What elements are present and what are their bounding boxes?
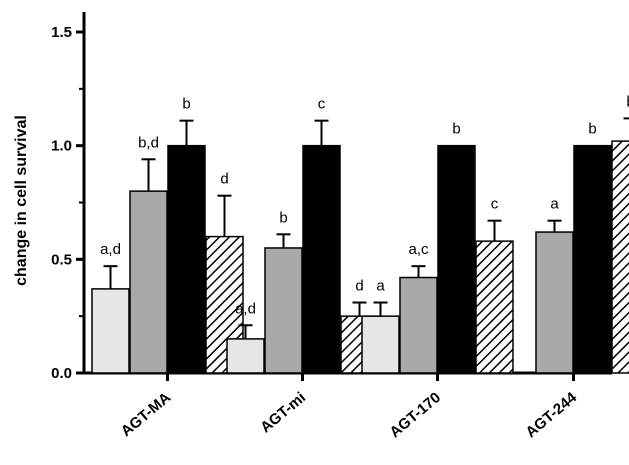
bar xyxy=(226,338,265,374)
significance-label: a,d xyxy=(235,300,256,317)
significance-label: b,d xyxy=(138,134,159,151)
significance-label: d xyxy=(355,278,363,295)
significance-label: a,c xyxy=(408,241,429,258)
bar xyxy=(475,240,514,374)
bar xyxy=(399,276,438,374)
bar xyxy=(167,144,206,374)
significance-label: b xyxy=(279,209,287,226)
x-axis: AGT-MA AGT-mi AGT-170 AGT-244 xyxy=(83,371,612,442)
bar xyxy=(437,144,476,374)
significance-label: b xyxy=(182,96,190,113)
significance-label: b xyxy=(452,121,460,138)
bar xyxy=(264,247,303,374)
significance-label: b xyxy=(588,121,596,138)
bar xyxy=(91,288,130,374)
significance-label: a,d xyxy=(100,241,121,258)
y-tick-label: 1.0 xyxy=(51,138,72,155)
bars-group xyxy=(91,117,629,374)
y-tick-label: 0.5 xyxy=(51,251,72,268)
significance-label: d xyxy=(220,171,228,188)
x-tick-label: AGT-MA xyxy=(118,389,174,440)
bar xyxy=(361,315,400,374)
y-axis: 0.0 0.5 1.0 1.5 xyxy=(51,12,86,382)
y-tick-label: 0.0 xyxy=(51,365,72,382)
bar xyxy=(302,144,341,374)
x-tick-label: AGT-mi xyxy=(257,389,309,436)
bar xyxy=(611,140,629,374)
significance-label: c xyxy=(491,196,499,213)
x-tick-label: AGT-170 xyxy=(387,389,445,441)
bar xyxy=(129,190,168,374)
significance-label: a xyxy=(376,278,385,295)
y-tick-label: 1.5 xyxy=(51,24,72,41)
bar xyxy=(535,231,574,374)
y-axis-label: change in cell survival xyxy=(13,115,30,286)
significance-label: b xyxy=(626,93,629,110)
bar xyxy=(573,144,612,374)
x-tick-label: AGT-244 xyxy=(523,389,581,442)
significance-label: a xyxy=(550,196,559,213)
significance-label: c xyxy=(318,96,326,113)
